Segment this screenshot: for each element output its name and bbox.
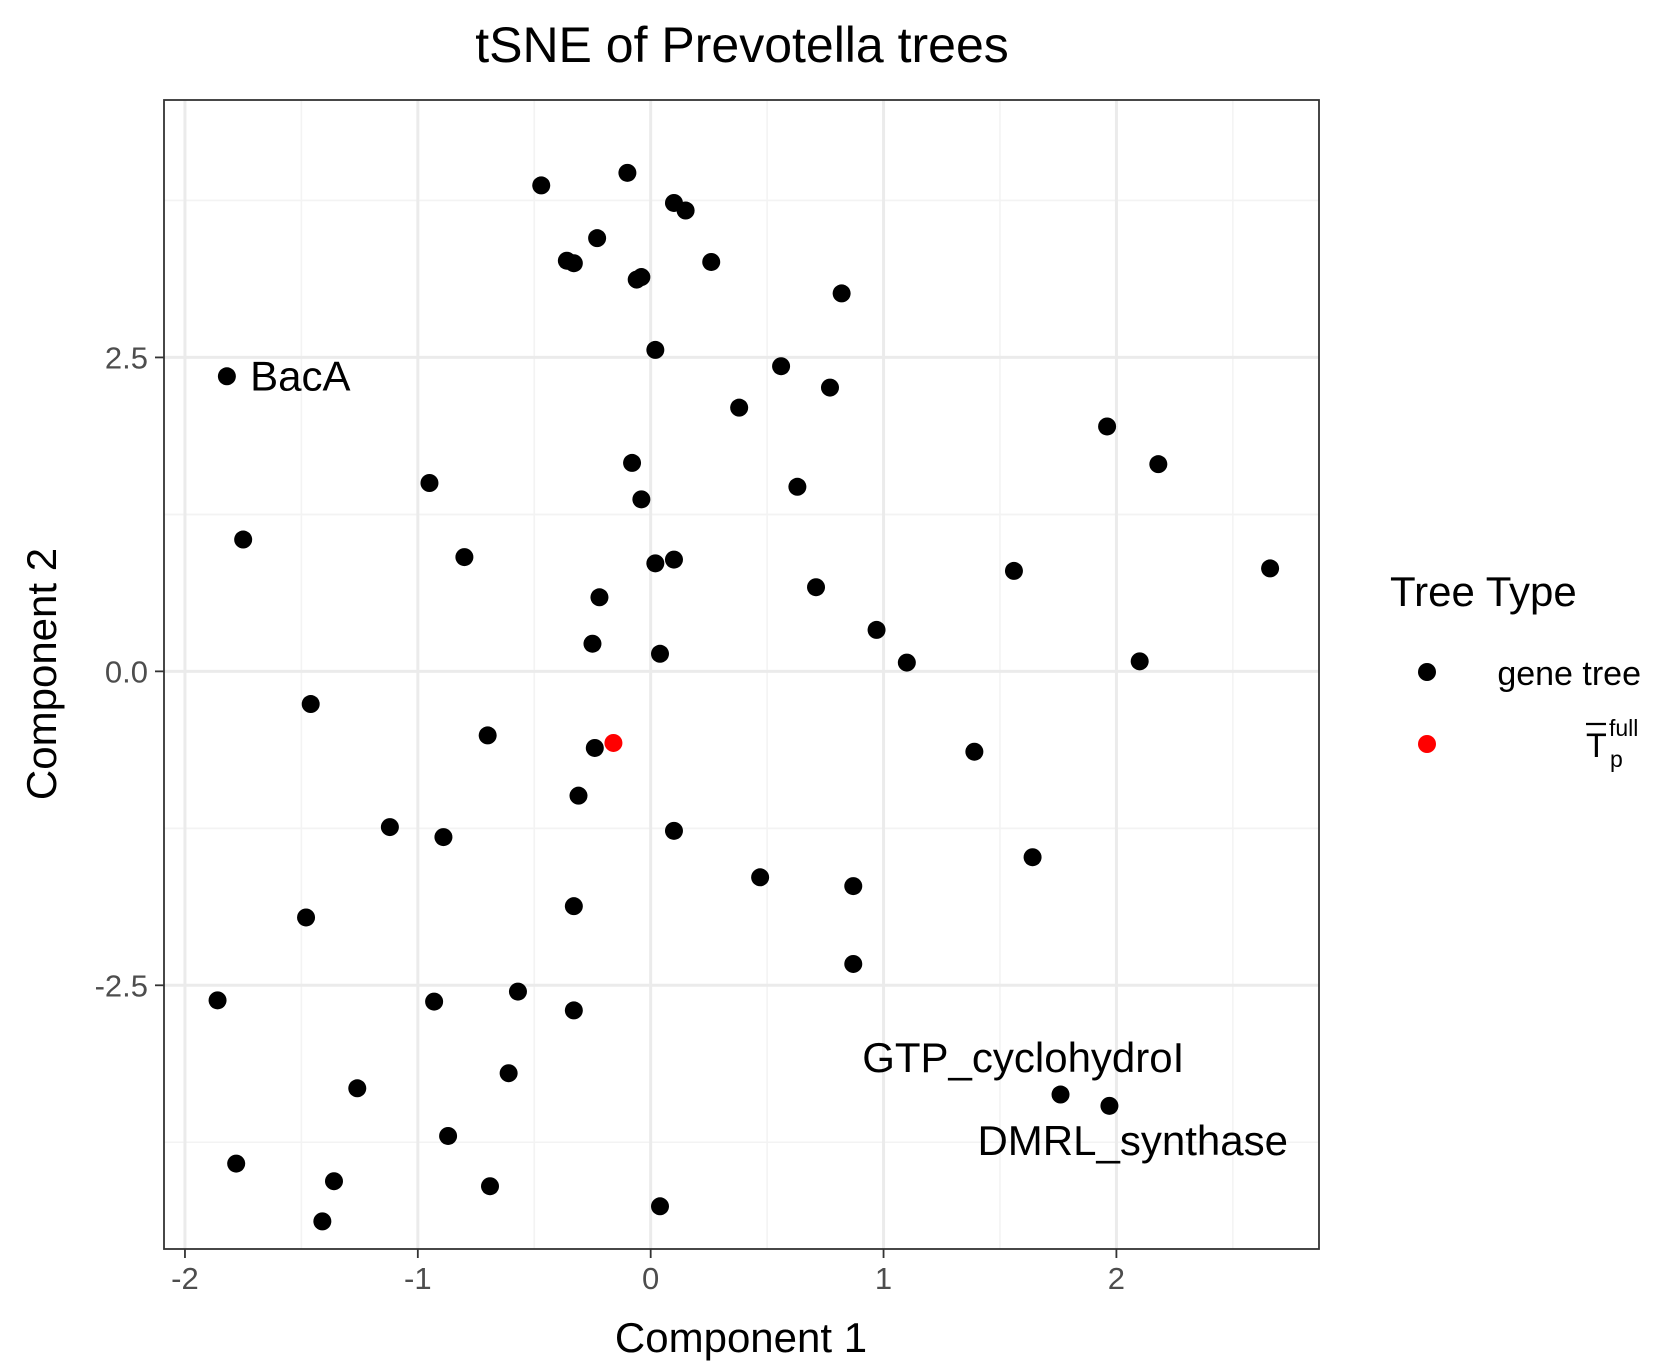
x-tick-label: 0 xyxy=(642,1261,659,1296)
point-gene-tree xyxy=(324,1172,343,1191)
y-axis: -2.5 0.0 2.5 xyxy=(95,340,164,1003)
x-axis: -2 -1 0 1 2 xyxy=(171,1249,1125,1296)
data-points xyxy=(208,163,1280,1231)
point-gene-tree xyxy=(965,742,984,761)
point-gene-tree xyxy=(702,252,721,271)
point-gene-tree xyxy=(481,1177,500,1196)
point-gene-tree xyxy=(583,634,602,653)
point-annotations: BacA GTP_cyclohydroI DMRL_synthase xyxy=(250,352,1288,1164)
point-gene-tree xyxy=(208,991,227,1010)
chart-title: tSNE of Prevotella trees xyxy=(475,17,1009,73)
point-gene-tree xyxy=(844,954,863,973)
point-gene-tree xyxy=(646,554,665,573)
point-gene-tree xyxy=(588,229,607,248)
legend-key-gene-tree xyxy=(1418,663,1436,681)
x-axis-title: Component 1 xyxy=(615,1314,867,1361)
point-gene-tree xyxy=(623,453,642,472)
point-gene-tree xyxy=(439,1126,458,1145)
point-gene-tree xyxy=(217,367,236,386)
point-annotation: DMRL_synthase xyxy=(977,1117,1287,1164)
legend-key-t-full xyxy=(1418,735,1436,753)
point-gene-tree xyxy=(807,578,826,597)
point-gene-tree xyxy=(499,1064,518,1083)
point-gene-tree xyxy=(676,201,695,220)
x-tick-label: 1 xyxy=(875,1261,892,1296)
point-gene-tree xyxy=(532,176,551,195)
point-gene-tree xyxy=(1130,652,1149,671)
point-annotation: BacA xyxy=(250,352,350,399)
point-gene-tree xyxy=(664,821,683,840)
point-gene-tree xyxy=(897,653,916,672)
point-gene-tree xyxy=(1023,848,1042,867)
point-gene-tree xyxy=(1004,561,1023,580)
point-gene-tree xyxy=(478,726,497,745)
plot-gridlines xyxy=(164,100,1319,1249)
point-gene-tree xyxy=(564,897,583,916)
point-gene-tree xyxy=(820,378,839,397)
y-tick-label: -2.5 xyxy=(95,968,148,1003)
point-gene-tree xyxy=(788,477,807,496)
point-gene-tree xyxy=(632,268,651,287)
point-gene-tree xyxy=(650,1197,669,1216)
point-gene-tree xyxy=(420,474,439,492)
point-annotation: GTP_cyclohydroI xyxy=(862,1034,1184,1081)
y-tick-label: 2.5 xyxy=(105,340,148,375)
point-gene-tree xyxy=(380,818,399,837)
point-gene-tree xyxy=(751,868,770,887)
point-gene-tree xyxy=(564,1001,583,1020)
point-gene-tree xyxy=(832,284,851,303)
point-t-full xyxy=(604,733,623,752)
point-gene-tree xyxy=(227,1154,246,1173)
point-gene-tree xyxy=(434,828,453,847)
point-gene-tree xyxy=(234,530,253,549)
point-gene-tree xyxy=(867,620,886,639)
point-gene-tree xyxy=(1261,559,1280,578)
point-gene-tree xyxy=(730,398,749,417)
legend-label-t-full: T full p xyxy=(1586,715,1638,772)
point-gene-tree xyxy=(1098,417,1117,436)
legend-title: Tree Type xyxy=(1390,568,1577,615)
point-gene-tree xyxy=(632,490,651,509)
point-gene-tree xyxy=(1100,1096,1119,1115)
point-gene-tree xyxy=(425,992,444,1011)
point-gene-tree xyxy=(297,908,316,927)
x-tick-label: -1 xyxy=(404,1261,432,1296)
legend-label-t-main: T xyxy=(1586,727,1607,765)
point-gene-tree xyxy=(1149,455,1168,474)
point-gene-tree xyxy=(455,548,474,567)
point-gene-tree xyxy=(664,550,683,569)
point-gene-tree xyxy=(585,738,604,757)
point-gene-tree xyxy=(618,163,637,182)
y-tick-label: 0.0 xyxy=(105,654,148,689)
legend-label-t-superscript: full xyxy=(1609,715,1638,741)
legend-label-t-subscript: p xyxy=(1610,746,1623,772)
plot-panel-border xyxy=(163,99,1320,1250)
x-tick-label: 2 xyxy=(1108,1261,1125,1296)
point-gene-tree xyxy=(564,254,583,273)
point-gene-tree xyxy=(569,786,588,805)
legend-label-gene-tree: gene tree xyxy=(1497,655,1641,693)
point-gene-tree xyxy=(844,877,863,896)
point-gene-tree xyxy=(590,588,609,607)
y-axis-title: Component 2 xyxy=(18,548,65,800)
point-gene-tree xyxy=(1051,1085,1070,1104)
point-gene-tree xyxy=(772,357,791,376)
point-gene-tree xyxy=(646,340,665,359)
legend: Tree Type gene tree T full p xyxy=(1390,568,1641,772)
x-tick-label: -2 xyxy=(171,1261,199,1296)
point-gene-tree xyxy=(650,644,669,663)
point-gene-tree xyxy=(508,982,527,1001)
point-gene-tree xyxy=(301,695,320,714)
point-gene-tree xyxy=(348,1079,367,1098)
point-gene-tree xyxy=(313,1212,332,1231)
